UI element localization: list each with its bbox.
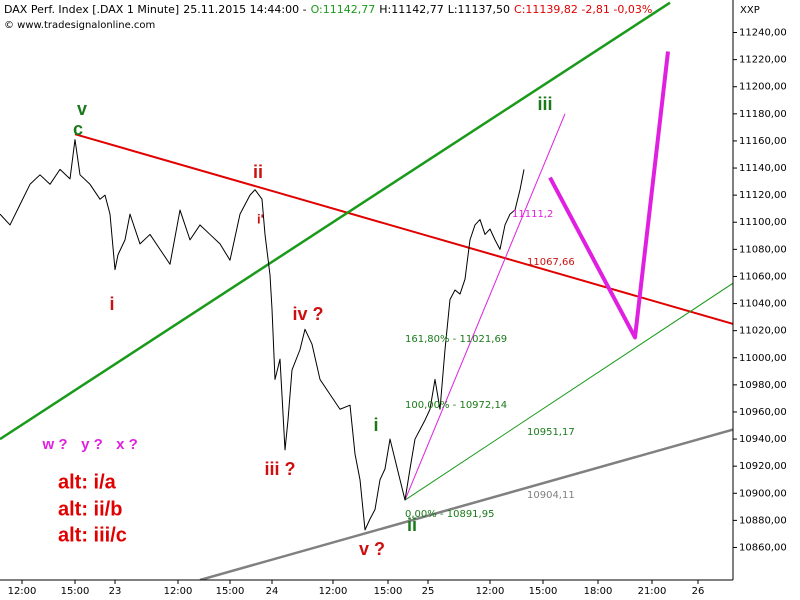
high: H:11142,77 [379,3,444,16]
x-tick-label: 24 [266,586,279,597]
axis-labels: 10860,00 10880,00 10900,00 10920,00 10940,00… [8,28,787,597]
annotation: y ? [81,436,103,453]
y-tick-label: 11120,00 [739,190,787,201]
annotation: v ? [359,539,385,559]
y-tick-label: 10900,00 [739,488,787,499]
x-tick-label: 15:00 [529,586,558,597]
annotation: iv ? [292,304,323,324]
x-tick-label: 15:00 [216,586,245,597]
annotation: w ? [42,436,68,453]
y-tick-label: 11040,00 [739,299,787,310]
x-tick-label: 18:00 [584,586,613,597]
trend-line [548,51,670,340]
x-tick-label: 12:00 [476,586,505,597]
annotation: i [109,294,114,314]
annotation: alt: iii/c [58,524,127,546]
y-tick-label: 10960,00 [739,407,787,418]
annotation: 0,00% - 10891,95 [405,509,494,520]
x-tick-label: 12:00 [8,586,37,597]
trend-line [404,282,733,501]
annotation: alt: ii/b [58,498,122,520]
annotation: 10904,11 [527,490,575,501]
y-tick-label: 11100,00 [739,217,787,228]
annotation: v [77,99,87,119]
price-series [0,139,525,531]
x-tick-label: 15:00 [374,586,403,597]
instrument: DAX Perf. Index [.DAX 1 Minute] [4,3,180,16]
annotation: ii [253,162,263,182]
annotation: c [73,119,83,139]
x-tick-label: 12:00 [319,586,348,597]
annotation: ii [407,515,417,535]
trend-lines [0,1,733,580]
trend-line [74,133,733,325]
y-tick-label: 11080,00 [739,244,787,255]
y-tick-label: 11060,00 [739,271,787,282]
x-tick-label: 26 [692,586,705,597]
x-tick-label: 21:00 [638,586,667,597]
y-tick-label: 11240,00 [739,28,787,39]
low: L:11137,50 [447,3,511,16]
timestamp: 25.11.2015 14:44:00 - [183,3,307,16]
annotation: 10951,17 [527,427,575,438]
annotation: alt: i/a [58,471,117,493]
y-tick-label: 11140,00 [739,163,787,174]
y-tick-label: 11000,00 [739,353,787,364]
price-line [0,139,525,531]
annotation: x ? [116,436,138,453]
y-tick-label: 11200,00 [739,82,787,93]
y-tick-label: 10880,00 [739,515,787,526]
y-tick-label: 10860,00 [739,542,787,553]
trend-line [0,1,671,441]
x-tick-label: 23 [109,586,122,597]
axis-symbol: XXP [740,5,760,16]
trend-line [404,113,566,501]
close: C:11139,82 -2,81 -0,03% [514,3,653,16]
x-tick-label: 12:00 [164,586,193,597]
annotation: iii [537,94,552,114]
annotation: iii ? [265,459,296,479]
annotation: 161,80% - 11021,69 [405,334,507,345]
y-tick-label: 11180,00 [739,109,787,120]
annotation: 100,00% - 10972,14 [405,400,507,411]
y-tick-label: 10920,00 [739,461,787,472]
annotation: 11067,66 [527,257,575,268]
y-tick-label: 10980,00 [739,380,787,391]
annotation: i [373,415,378,435]
header: DAX Perf. Index [.DAX 1 Minute] 25.11.201… [4,3,656,16]
copyright: © www.tradesignalonline.com [4,20,156,31]
annotation: 11111,2 [512,209,553,220]
x-tick-label: 25 [422,586,435,597]
annotation: i' [257,211,264,226]
y-tick-label: 11020,00 [739,326,787,337]
y-tick-label: 11220,00 [739,55,787,66]
trend-line [199,428,733,580]
x-tick-label: 15:00 [61,586,90,597]
open: O:11142,77 [310,3,376,16]
y-tick-label: 11160,00 [739,136,787,147]
y-tick-label: 10940,00 [739,434,787,445]
